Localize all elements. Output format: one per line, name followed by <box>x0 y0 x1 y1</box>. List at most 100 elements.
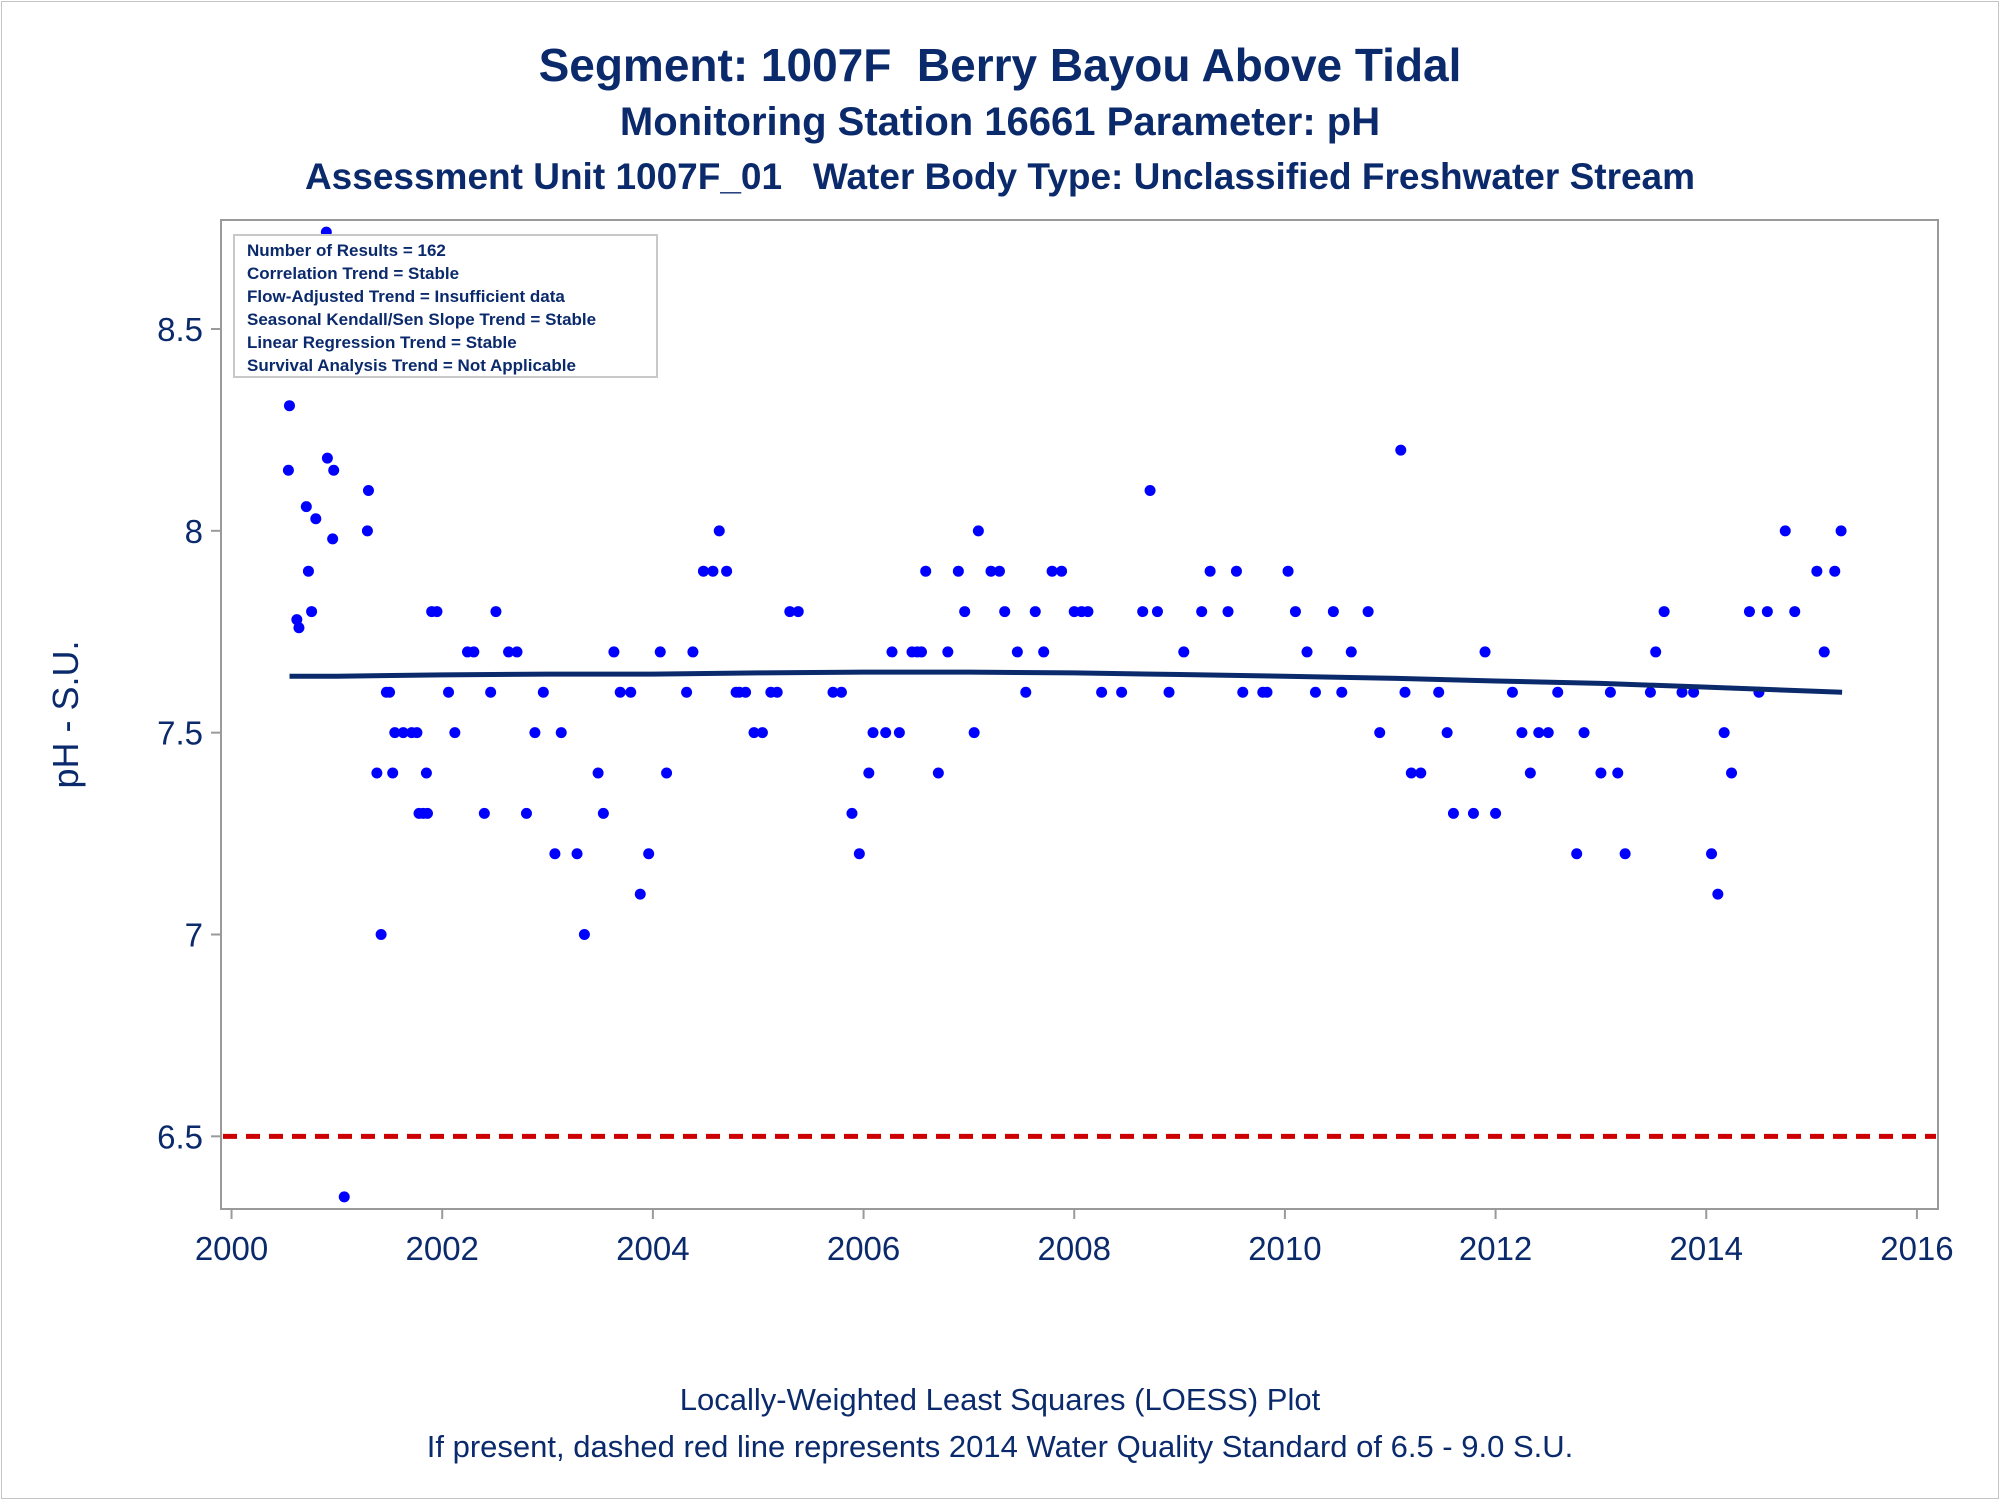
data-point <box>1282 565 1294 577</box>
data-point <box>827 686 839 698</box>
data-point <box>1718 727 1730 739</box>
data-point <box>1038 646 1050 658</box>
data-point <box>880 727 892 739</box>
data-point <box>1374 727 1386 739</box>
data-point <box>1447 807 1459 819</box>
data-point <box>915 646 927 658</box>
data-point <box>1835 525 1847 537</box>
x-tick-label: 2016 <box>1880 1230 1953 1267</box>
data-point <box>1779 525 1791 537</box>
data-point <box>549 848 561 860</box>
data-point <box>1395 444 1407 456</box>
data-point <box>920 565 932 577</box>
data-point <box>1712 888 1724 900</box>
data-point <box>1301 646 1313 658</box>
data-point <box>1020 686 1032 698</box>
data-point <box>634 888 646 900</box>
x-tick-label: 2008 <box>1038 1230 1111 1267</box>
data-point <box>1619 848 1631 860</box>
data-point <box>1650 646 1662 658</box>
data-point <box>1144 484 1156 496</box>
data-point <box>1811 565 1823 577</box>
data-point <box>1230 565 1242 577</box>
data-point <box>1405 767 1417 779</box>
data-point <box>1676 686 1688 698</box>
data-point <box>520 807 532 819</box>
data-point <box>952 565 964 577</box>
data-point <box>362 484 374 496</box>
y-tick-label: 7 <box>185 917 203 954</box>
data-point <box>1029 606 1041 618</box>
x-tick-label: 2002 <box>405 1230 478 1267</box>
data-point <box>721 565 733 577</box>
x-tick-label: 2000 <box>195 1230 268 1267</box>
chart-title: Segment: 1007F Berry Bayou Above Tidal <box>538 39 1462 91</box>
data-point <box>959 606 971 618</box>
stats-line: Correlation Trend = Stable <box>247 264 459 283</box>
data-point <box>503 646 515 658</box>
data-point <box>1479 646 1491 658</box>
data-point <box>867 727 879 739</box>
data-point <box>893 727 905 739</box>
y-tick-label: 8 <box>185 513 203 550</box>
data-point <box>614 686 626 698</box>
data-point <box>592 767 604 779</box>
data-point <box>384 686 396 698</box>
data-point <box>1289 606 1301 618</box>
data-point <box>1011 646 1023 658</box>
data-point <box>625 686 637 698</box>
data-point <box>300 501 312 513</box>
stats-line: Flow-Adjusted Trend = Insufficient data <box>247 287 565 306</box>
data-point <box>942 646 954 658</box>
data-point <box>853 848 865 860</box>
x-axis: 2000 2002 2004 2006 2008 2010 2012 2014 2016 <box>195 1209 1954 1267</box>
footnote-loess: Locally-Weighted Least Squares (LOESS) P… <box>679 1382 1321 1417</box>
data-point <box>478 807 490 819</box>
data-point <box>306 606 318 618</box>
data-points <box>282 226 1847 1203</box>
trend-stats-box: Number of Results = 162 Correlation Trend… <box>233 234 658 378</box>
data-point <box>1345 646 1357 658</box>
data-point <box>863 767 875 779</box>
data-point <box>293 622 305 634</box>
data-point <box>1222 606 1234 618</box>
data-point <box>1552 686 1564 698</box>
data-point <box>1196 606 1208 618</box>
data-point <box>999 606 1011 618</box>
data-point <box>282 464 294 476</box>
data-point <box>321 452 333 464</box>
data-point <box>1046 565 1058 577</box>
data-point <box>431 606 443 618</box>
data-point <box>1336 686 1348 698</box>
plot-frame <box>220 219 1939 1210</box>
x-tick-label: 2004 <box>616 1230 689 1267</box>
stats-line: Survival Analysis Trend = Not Applicable <box>247 356 576 375</box>
data-point <box>1789 606 1801 618</box>
data-point <box>1524 767 1536 779</box>
data-point <box>1467 807 1479 819</box>
loess-line <box>289 669 1843 695</box>
data-point <box>1309 686 1321 698</box>
data-point <box>643 848 655 860</box>
data-point <box>1595 767 1607 779</box>
data-point <box>771 686 783 698</box>
data-point <box>1433 686 1445 698</box>
data-point <box>529 727 541 739</box>
data-point <box>1096 686 1108 698</box>
stats-box-border <box>233 234 658 378</box>
data-point <box>1818 646 1830 658</box>
x-tick-label: 2006 <box>827 1230 900 1267</box>
footnote-standard: If present, dashed red line represents 2… <box>426 1429 1574 1464</box>
data-point <box>511 646 523 658</box>
loess-curve <box>289 669 1843 695</box>
data-point <box>371 767 383 779</box>
data-point <box>571 848 583 860</box>
data-point <box>654 646 666 658</box>
data-point <box>1204 565 1216 577</box>
data-point <box>338 1191 350 1203</box>
data-point <box>1415 767 1427 779</box>
data-point <box>985 565 997 577</box>
data-point <box>1604 686 1616 698</box>
data-point <box>1441 727 1453 739</box>
